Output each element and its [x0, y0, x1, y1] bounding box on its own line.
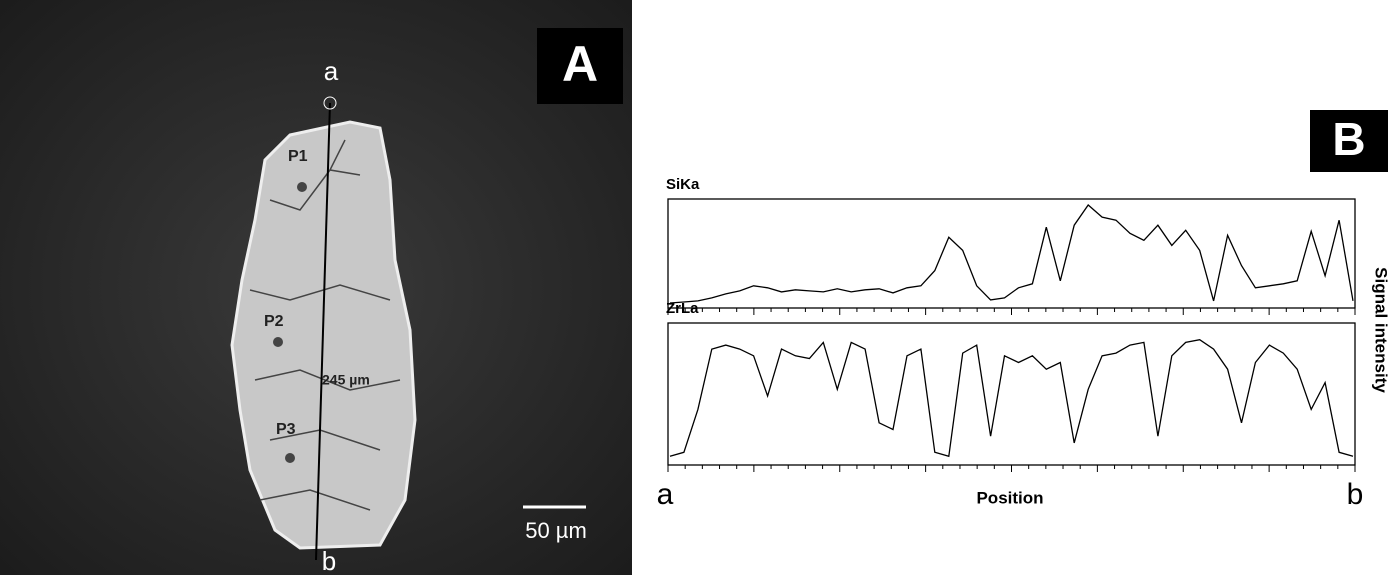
x-end-label: b [1347, 478, 1364, 511]
scan-end-label: b [322, 546, 336, 575]
plot-frame [667, 322, 1356, 466]
x-axis-label: Position [976, 488, 1043, 507]
scan-start [323, 96, 337, 110]
profile-line [669, 339, 1354, 458]
panel-label: A [562, 36, 598, 92]
point-marker [297, 182, 307, 192]
point-marker [285, 453, 295, 463]
point-label: P3 [276, 421, 296, 438]
scan-line [315, 102, 331, 561]
panel-label: B [1332, 113, 1365, 165]
x-start-label: a [657, 478, 674, 511]
y-axis-label: Signal intensity [1372, 267, 1391, 393]
panel-label-box [1310, 110, 1388, 172]
point-label: P1 [288, 148, 308, 165]
point-marker [273, 337, 283, 347]
profile-line [669, 204, 1354, 304]
panel-label-box [537, 28, 623, 104]
series-label: SiKa [666, 176, 700, 193]
scan-start-label: a [324, 56, 339, 86]
plot-frame [667, 198, 1356, 309]
point-label: P2 [264, 313, 284, 330]
length-label: 245 µm [322, 372, 370, 388]
series-label: ZrLa [666, 300, 699, 317]
scale-bar-label: 50 µm [525, 518, 587, 543]
